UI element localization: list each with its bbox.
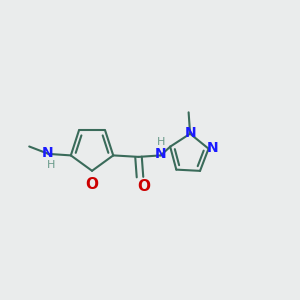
Text: N: N [42, 146, 53, 160]
Text: H: H [157, 137, 165, 147]
Text: N: N [184, 126, 196, 140]
Text: N: N [207, 141, 218, 155]
Text: O: O [85, 177, 98, 192]
Text: H: H [47, 160, 56, 170]
Text: O: O [137, 179, 150, 194]
Text: N: N [155, 147, 166, 161]
